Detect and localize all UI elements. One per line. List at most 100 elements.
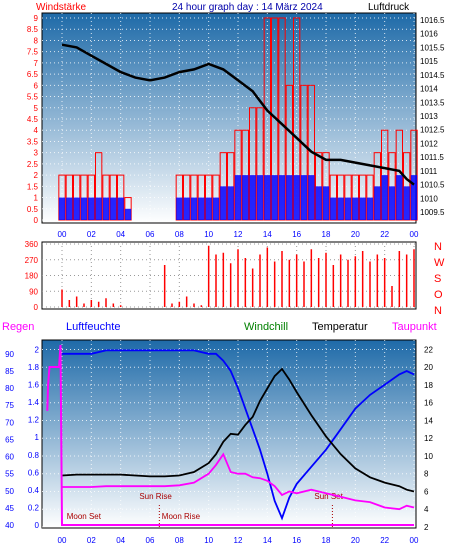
wind-pressure-grid — [42, 13, 416, 223]
temperature-legend: Temperatur — [312, 321, 368, 333]
pressure-tick-label: 1015 — [420, 57, 438, 66]
wind-avg-bar — [352, 197, 359, 220]
temperature-humidity-lines — [46, 344, 415, 526]
wind-avg-bar — [315, 186, 322, 220]
pressure-tick-label: 1016.5 — [420, 16, 445, 25]
rain-ticks: 0 0.2 0.4 0.6 0.8 1 1.2 1.4 1.6 1.8 2 — [28, 345, 40, 530]
humidity-tick-label: 90 — [5, 350, 14, 359]
temperature-tick-label: 12 — [424, 434, 433, 443]
wind-avg-bar — [117, 197, 124, 220]
wind-avg-bar — [337, 197, 344, 220]
x-tick-label: 04 — [116, 230, 125, 239]
wind-avg-bar — [286, 175, 293, 220]
temperature-line — [61, 367, 415, 493]
humidity-line — [62, 349, 415, 521]
pressure-ticks: 1009.5 1010 1010.5 1011 1011.5 1012 1012.5 1013… — [420, 16, 445, 217]
rain-tick-label: 0.2 — [28, 503, 40, 512]
wind-avg-bar — [205, 197, 212, 220]
temperature-tick-label: 18 — [424, 381, 433, 390]
pressure-tick-label: 1012.5 — [420, 126, 445, 135]
wind-tick-label: 9 — [34, 14, 39, 23]
humidity-tick-label: 45 — [5, 504, 14, 513]
humidity-ticks: 40 45 50 55 60 65 70 75 80 85 90 — [5, 350, 14, 530]
pressure-tick-label: 1014 — [420, 85, 438, 94]
wind-avg-bar — [242, 175, 249, 220]
temperature-tick-label: 16 — [424, 399, 433, 408]
wind-tick-label: 7.5 — [27, 48, 39, 57]
compass-label: S — [434, 273, 441, 285]
temperature-tick-label: 22 — [424, 345, 433, 354]
wind-avg-bar — [212, 197, 220, 220]
wind-avg-bar — [190, 197, 198, 220]
wind-avg-bar — [403, 186, 410, 220]
wind-tick-label: 0 — [34, 216, 39, 225]
pressure-line — [61, 43, 415, 186]
wind-avg-bar — [58, 197, 66, 220]
wind-avg-bar — [227, 186, 234, 220]
rain-axis-title: Regen — [2, 321, 34, 333]
humidity-tick-label: 80 — [5, 384, 14, 393]
pressure-tick-label: 1013.5 — [420, 98, 445, 107]
humidity-tick-label: 65 — [5, 435, 14, 444]
pressure-tick-label: 1010 — [420, 194, 438, 203]
x-tick-label: 10 — [204, 536, 213, 545]
x-tick-label: 08 — [175, 536, 184, 545]
chart-title: 24 hour graph day : 14 März 2024 — [172, 2, 323, 13]
pressure-tick-label: 1012 — [420, 139, 438, 148]
event-label: Sun Rise — [139, 492, 172, 501]
temperature-tick-label: 2 — [424, 523, 429, 532]
direction-tick-label: 180 — [25, 272, 39, 281]
x-tick-label: 22 — [380, 230, 389, 239]
x-tick-label: 20 — [351, 230, 360, 239]
wind-avg-bar — [388, 186, 396, 220]
x-tick-label: 16 — [292, 230, 301, 239]
wind-avg-bar — [410, 175, 418, 220]
wind-avg-bar — [381, 175, 388, 220]
x-tick-label: 14 — [263, 230, 272, 239]
temperature-humidity-x-ticks: 00 02 04 06 08 10 12 14 16 18 20 22 00 — [58, 536, 419, 545]
x-tick-label: 16 — [292, 536, 301, 545]
compass-label: N — [434, 241, 442, 253]
x-tick-label: 06 — [146, 230, 155, 239]
wind-speed-bars — [58, 17, 418, 221]
x-tick-label: 00 — [410, 230, 419, 239]
temperature-tick-label: 6 — [424, 487, 429, 496]
wind-tick-label: 6.5 — [27, 70, 39, 79]
wind-avg-bar — [183, 197, 190, 220]
rain-tick-label: 1.2 — [28, 416, 40, 425]
x-tick-label: 06 — [146, 536, 155, 545]
wind-tick-label: 5.5 — [27, 93, 39, 102]
humidity-tick-label: 60 — [5, 453, 14, 462]
pressure-tick-label: 1013 — [420, 112, 438, 121]
x-tick-label: 08 — [175, 230, 184, 239]
pressure-tick-label: 1016 — [420, 30, 438, 39]
x-tick-label: 02 — [87, 230, 96, 239]
wind-tick-label: 3.5 — [27, 137, 39, 146]
compass-label: W — [434, 257, 445, 269]
x-tick-label: 14 — [263, 536, 272, 545]
pressure-line-group — [61, 43, 415, 186]
temperature-tick-label: 8 — [424, 470, 429, 479]
humidity-tick-label: 50 — [5, 487, 14, 496]
wind-speed-ticks: 0 0.5 1 1.5 2 2.5 3 3.5 4 4.5 5 5.5 6 6.5 7 7.5 8 8.5 9 — [27, 14, 39, 225]
wind-tick-label: 5 — [34, 104, 39, 113]
humidity-tick-label: 55 — [5, 470, 14, 479]
pressure-tick-label: 1010.5 — [420, 181, 445, 190]
windchill-legend: Windchill — [244, 321, 288, 333]
wind-avg-bar — [95, 197, 102, 220]
event-label: Moon Rise — [162, 512, 201, 521]
wind-tick-label: 6 — [34, 81, 39, 90]
x-tick-label: 18 — [322, 536, 331, 545]
pressure-tick-label: 1014.5 — [420, 71, 445, 80]
wind-avg-bar — [344, 197, 352, 220]
temperature-tick-label: 14 — [424, 416, 433, 425]
humidity-axis-title: Luftfeuchte — [66, 321, 120, 333]
x-tick-label: 02 — [87, 536, 96, 545]
humidity-tick-label: 85 — [5, 367, 14, 376]
x-tick-label: 20 — [351, 536, 360, 545]
rain-tick-label: 0 — [35, 521, 40, 530]
wind-tick-label: 0.5 — [27, 205, 39, 214]
rain-tick-label: 0.6 — [28, 468, 40, 477]
rain-tick-label: 1 — [35, 433, 40, 442]
